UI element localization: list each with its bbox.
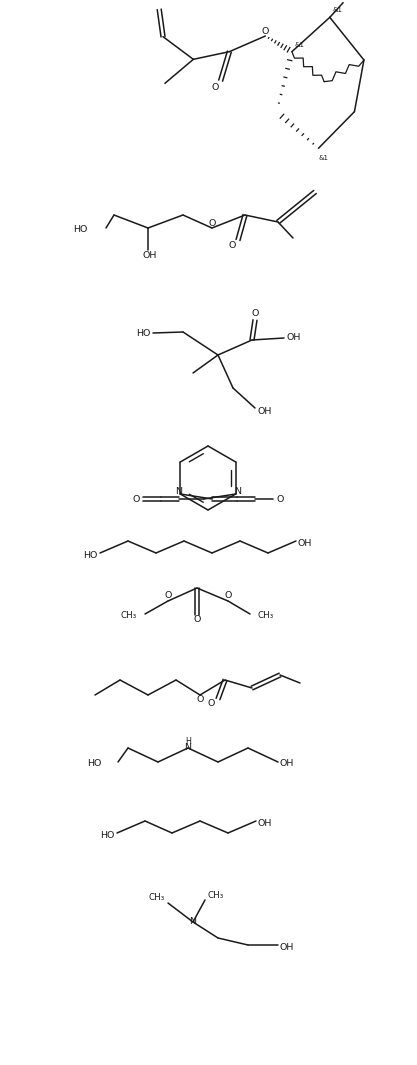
Text: &1: &1 <box>319 155 329 161</box>
Text: OH: OH <box>280 759 294 769</box>
Text: N: N <box>184 743 191 753</box>
Text: OH: OH <box>258 408 272 416</box>
Text: OH: OH <box>287 333 301 343</box>
Text: &1: &1 <box>295 42 305 48</box>
Text: &1: &1 <box>333 7 343 14</box>
Text: CH₃: CH₃ <box>258 611 274 621</box>
Text: O: O <box>193 616 201 624</box>
Text: HO: HO <box>84 551 98 559</box>
Text: O: O <box>132 494 139 504</box>
Text: N: N <box>189 918 196 927</box>
Text: HO: HO <box>100 831 115 839</box>
Text: OH: OH <box>258 819 272 828</box>
Text: N: N <box>175 488 182 496</box>
Text: OH: OH <box>143 251 157 261</box>
Text: O: O <box>262 27 269 35</box>
Text: HO: HO <box>74 226 88 234</box>
Text: HO: HO <box>137 328 151 338</box>
Text: O: O <box>164 591 172 601</box>
Text: HO: HO <box>88 759 102 769</box>
Text: O: O <box>207 699 215 707</box>
Text: CH₃: CH₃ <box>149 894 165 902</box>
Text: O: O <box>208 218 216 228</box>
Text: OH: OH <box>280 943 294 951</box>
Text: O: O <box>251 309 259 317</box>
Text: O: O <box>229 241 236 249</box>
Text: CH₃: CH₃ <box>208 890 224 900</box>
Text: O: O <box>276 494 284 504</box>
Text: OH: OH <box>298 539 312 547</box>
Text: N: N <box>234 488 241 496</box>
Text: O: O <box>212 83 219 93</box>
Text: H: H <box>185 737 191 747</box>
Text: O: O <box>224 591 232 601</box>
Text: O: O <box>196 695 203 705</box>
Text: CH₃: CH₃ <box>121 611 137 621</box>
